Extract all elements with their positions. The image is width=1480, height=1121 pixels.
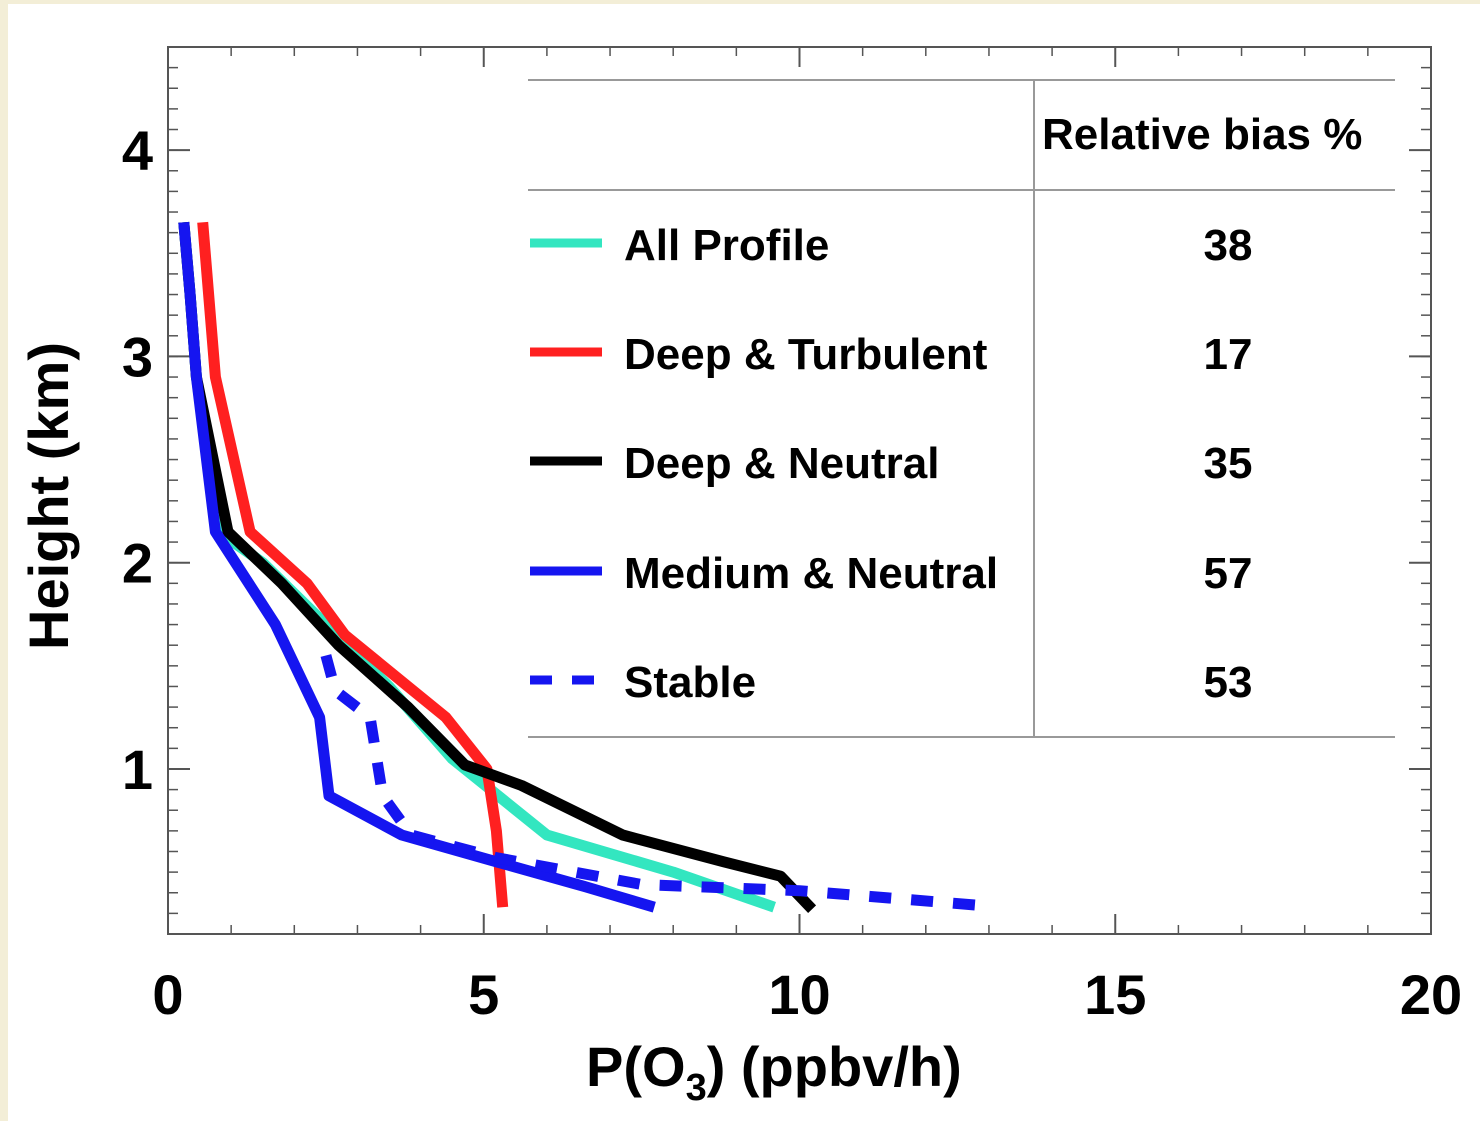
x-tick-label: 0 xyxy=(152,963,183,1026)
bias-value-medium-and-neutral: 57 xyxy=(1204,549,1253,598)
legend-table-header: Relative bias % xyxy=(1042,110,1362,159)
y-tick-labels: 1 2 3 4 xyxy=(122,119,153,801)
series-line-stable xyxy=(320,654,977,911)
y-axis-title: Height (km) xyxy=(17,342,80,650)
x-axis-title-part-1: P(O xyxy=(586,1035,686,1098)
series-line-deep-and-turbulent xyxy=(197,221,509,908)
bias-value-deep-and-neutral: 35 xyxy=(1204,439,1253,488)
bias-value-all-profile: 38 xyxy=(1204,221,1253,270)
series-lines xyxy=(178,221,977,913)
x-tick-label: 20 xyxy=(1400,963,1462,1026)
x-axis-title-subscript: 3 xyxy=(686,1067,707,1109)
series-line-medium-and-neutral xyxy=(178,221,656,913)
y-tick-label: 1 xyxy=(122,738,153,801)
plot-area-border xyxy=(167,46,1432,935)
x-axis-title-part-2: ) (ppbv/h) xyxy=(707,1035,962,1098)
legend-label-deep-and-turbulent: Deep & Turbulent xyxy=(624,330,988,379)
bias-value-deep-and-turbulent: 17 xyxy=(1204,330,1253,379)
legend-label-all-profile: All Profile xyxy=(624,221,829,270)
x-axis-title: P(O3) (ppbv/h) xyxy=(586,1035,962,1109)
legend-rows: All Profile 38 Deep & Turbulent 17 Deep & Ne… xyxy=(530,221,1252,707)
minor-ticks xyxy=(167,46,1432,934)
bias-value-stable: 53 xyxy=(1204,658,1253,707)
y-tick-label: 4 xyxy=(122,119,153,182)
x-tick-label: 10 xyxy=(768,963,830,1026)
x-tick-label: 15 xyxy=(1084,963,1146,1026)
y-tick-label: 3 xyxy=(122,325,153,388)
legend-table: Relative bias % All Profile 38 Deep & Turb… xyxy=(528,79,1395,738)
y-tick-label: 2 xyxy=(122,532,153,595)
x-tick-label: 5 xyxy=(468,963,499,1026)
major-ticks xyxy=(167,47,1432,934)
x-tick-labels: 0 5 10 15 20 xyxy=(152,963,1462,1026)
legend-label-deep-and-neutral: Deep & Neutral xyxy=(624,439,939,488)
legend-label-stable: Stable xyxy=(624,658,756,707)
legend-label-medium-and-neutral: Medium & Neutral xyxy=(624,549,998,598)
